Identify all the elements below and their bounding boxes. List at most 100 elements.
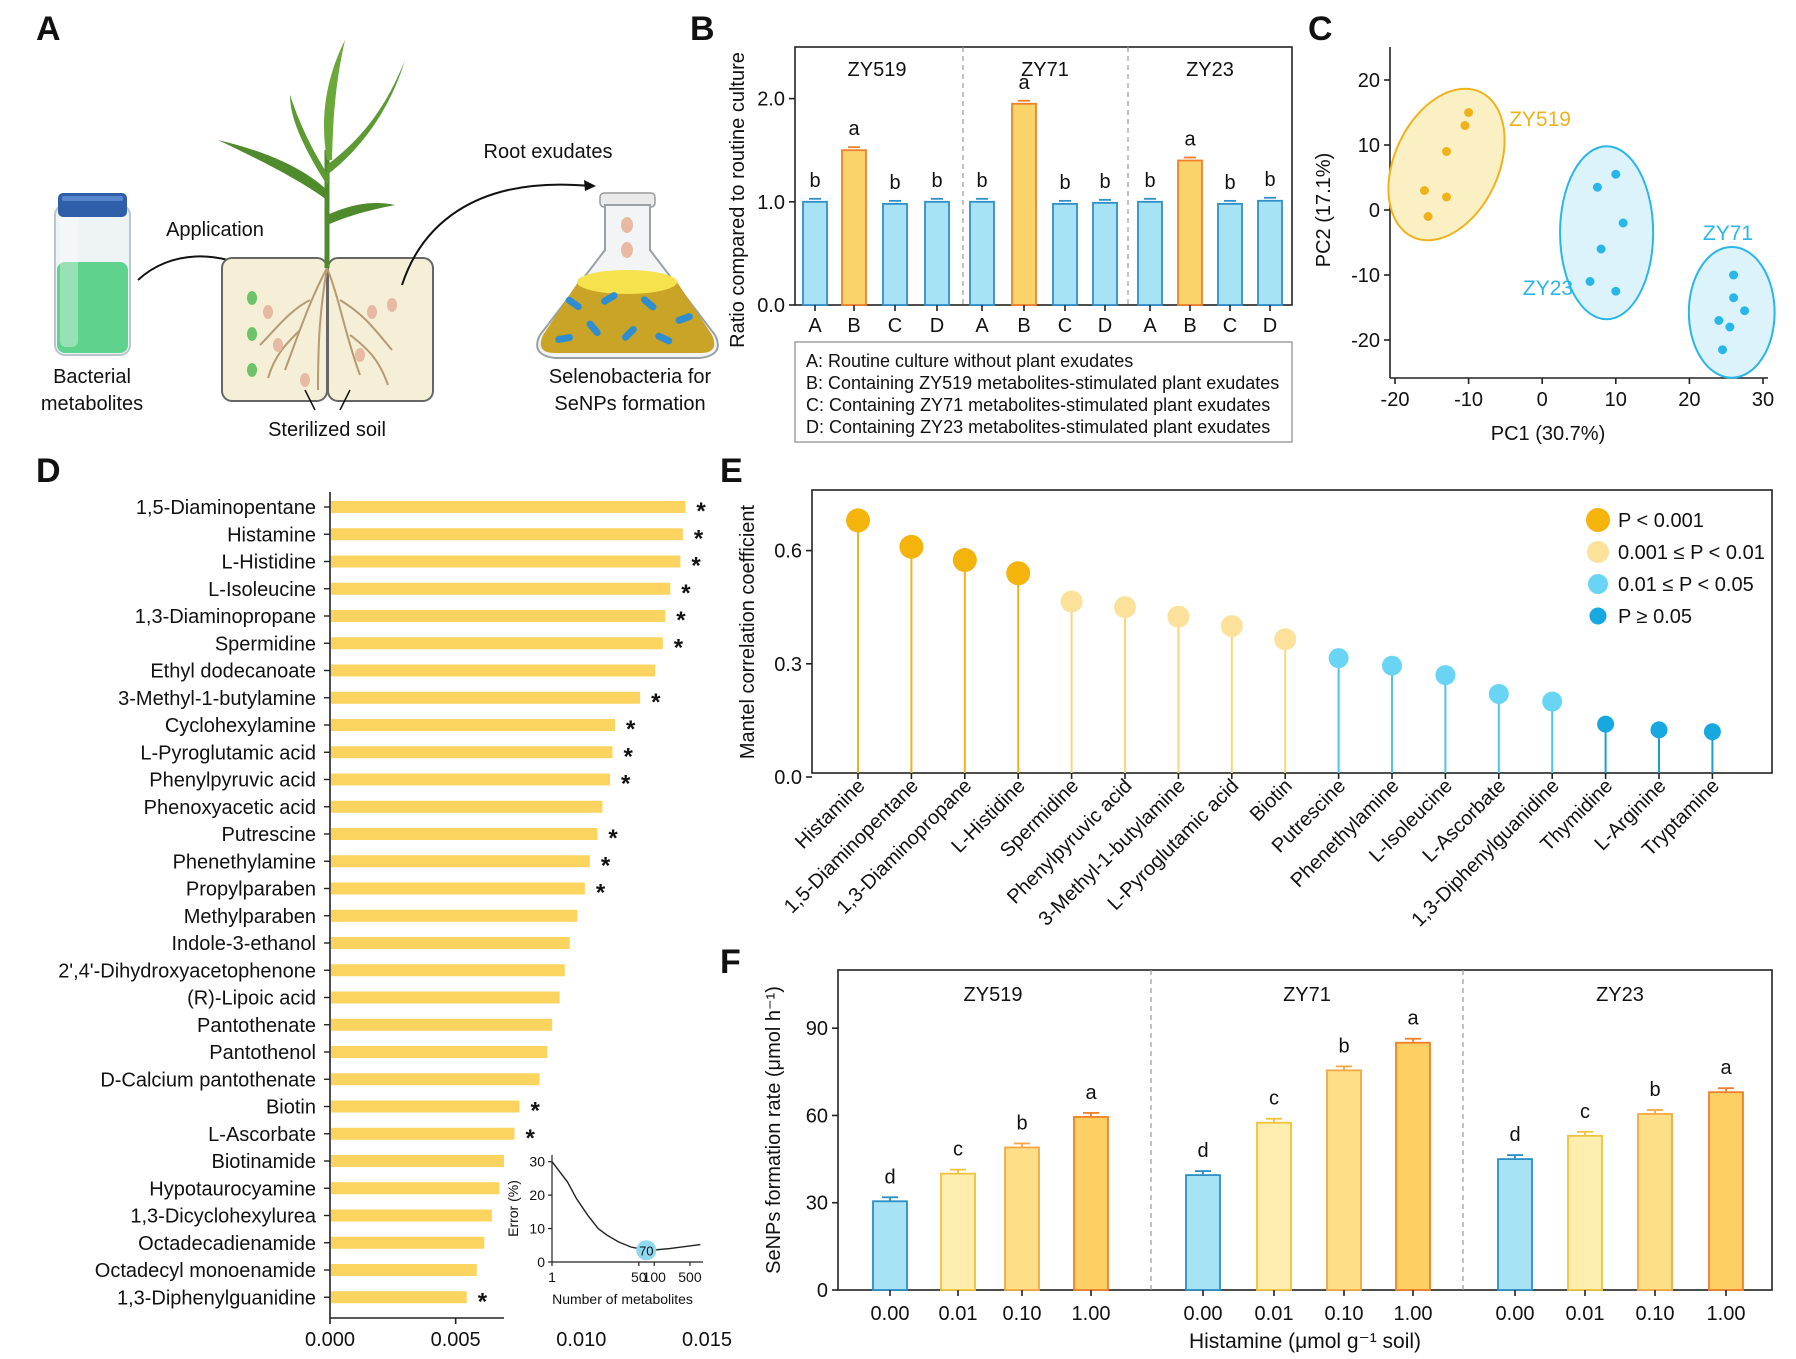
e-legend-label: 0.001 ≤ P < 0.01 [1618, 542, 1765, 564]
f-xtick-label: 0.00 [1496, 1303, 1535, 1325]
e-dot [1703, 723, 1721, 741]
c-series-label: ZY23 [1523, 277, 1573, 300]
d-category-label: Pantothenate [197, 1015, 316, 1037]
f-significance-letter: a [1085, 1082, 1097, 1104]
f-xtick-label: 0.10 [1325, 1303, 1364, 1325]
d-category-label: Putrescine [222, 824, 317, 846]
d-bar [331, 1127, 515, 1140]
d-bar [331, 1209, 492, 1222]
b-legend-box [794, 341, 1293, 443]
d-category-label: L-Histidine [222, 552, 316, 574]
b-xtick-label: A [1143, 315, 1157, 337]
d-category-label: L-Isoleucine [208, 579, 316, 601]
f-xtick-label: 0.10 [1003, 1303, 1042, 1325]
d-significance-star: * [601, 852, 611, 879]
b-bar [1257, 199, 1283, 306]
f-significance-letter: b [1016, 1112, 1027, 1134]
d-category-label: D-Calcium pantothenate [100, 1069, 316, 1091]
b-xtick-label: B [847, 315, 860, 337]
f-xtick-label: 1.00 [1072, 1303, 1111, 1325]
b-xtick-label: C [1058, 315, 1072, 337]
e-dot [1650, 721, 1668, 739]
f-plot-frame [837, 969, 1773, 1291]
b-bar [1137, 200, 1163, 306]
d-significance-star: * [691, 553, 701, 580]
d-category-label: Biotinamide [211, 1151, 316, 1173]
d-category-label: Pantothenol [209, 1042, 316, 1064]
b-bar [924, 200, 950, 306]
b-legend: A: Routine culture without plant exudate… [794, 341, 1293, 443]
e-dot [1382, 655, 1402, 676]
e-ytick-label: 0.3 [774, 654, 802, 676]
panel-b-chart: Ratio compared to routine culture 0.0 1.0… [727, 46, 1293, 443]
e-dot [1060, 590, 1083, 613]
d-inset-background [504, 1147, 715, 1324]
f-bar [872, 1200, 908, 1291]
f-significance-letter: a [1407, 1008, 1419, 1030]
plant-icon [218, 40, 405, 268]
panel-label-b: B [690, 10, 715, 48]
d-category-label: Phenethylamine [173, 851, 316, 873]
f-bar [1073, 1116, 1109, 1291]
b-significance-letter: b [976, 170, 987, 192]
d-category-label: 2',4'-Dihydroxyacetophenone [58, 960, 316, 982]
b-xtick-label: C [888, 315, 902, 337]
d-inset-xtick-label: 50 [631, 1269, 647, 1285]
d-significance-star: * [531, 1098, 541, 1125]
d-bar [331, 1100, 520, 1113]
droplet-icons [247, 291, 397, 387]
d-significance-star: * [676, 607, 686, 634]
b-ytick-label: 2.0 [757, 89, 785, 111]
e-legend-swatch [1587, 541, 1609, 563]
panel-label-f: F [720, 943, 741, 981]
d-bar [331, 501, 686, 513]
d-significance-star: * [651, 689, 661, 716]
f-bar [1708, 1091, 1744, 1291]
b-xtick-label: D [1098, 315, 1112, 337]
e-legend-swatch [1589, 607, 1607, 625]
c-point [1611, 286, 1621, 296]
d-significance-star: * [608, 825, 618, 852]
f-xtick-label: 1.00 [1707, 1303, 1746, 1325]
c-point [1596, 244, 1606, 254]
c-point [1592, 182, 1602, 192]
d-category-label: Methylparaben [184, 906, 316, 928]
f-xtick-label: 0.01 [1566, 1303, 1605, 1325]
d-bars: 1,5-Diaminopentane * Histamine * L-Histidine… [58, 497, 732, 1351]
b-ytick-label: 1.0 [757, 192, 785, 214]
f-group-title: ZY23 [1596, 984, 1644, 1006]
c-point [1725, 322, 1735, 332]
soil-pot-right [327, 257, 434, 402]
d-category-label: Biotin [266, 1097, 316, 1119]
d-category-label: Indole-3-ethanol [171, 933, 316, 955]
d-bar [331, 882, 585, 895]
panel-c-chart: PC2 (17.1%) PC1 (30.7%) -20 -10 0 10 20 30-20… [1313, 47, 1776, 445]
d-bar [331, 1046, 548, 1058]
d-bar [331, 1073, 540, 1086]
b-bar [1092, 201, 1118, 306]
f-xtick-label: 0.01 [939, 1303, 978, 1325]
d-category-label: 1,3-Diaminopropane [135, 606, 316, 628]
bacteria-icons [555, 292, 693, 345]
b-group-title: ZY519 [848, 59, 907, 81]
e-lollipops: Histamine1,5-Diaminopentane1,3-Diaminopr… [780, 508, 1724, 931]
b-legend-entry: D: Containing ZY23 metabolites-stimulate… [806, 417, 1270, 437]
f-xtick-label: 0.10 [1636, 1303, 1675, 1325]
c-xtick-label: -20 [1381, 389, 1410, 411]
f-significance-letter: c [1580, 1101, 1590, 1123]
c-ylabel: PC2 (17.1%) [1313, 153, 1335, 268]
d-bar [331, 1018, 553, 1031]
c-confidence-ellipse [1387, 87, 1506, 242]
d-category-label: Hypotaurocyamine [149, 1178, 316, 1200]
roots-illustration [259, 267, 393, 391]
e-dot [952, 548, 977, 573]
e-dot [1006, 561, 1031, 586]
b-significance-letter: a [848, 118, 860, 140]
d-category-label: 1,3-Dicyclohexylurea [130, 1206, 317, 1228]
d-significance-star: * [623, 743, 633, 770]
e-dot [1597, 715, 1615, 733]
e-dot [1542, 691, 1563, 712]
f-bar [1395, 1041, 1431, 1291]
c-point [1740, 306, 1750, 316]
e-legend-swatch [1588, 574, 1608, 594]
